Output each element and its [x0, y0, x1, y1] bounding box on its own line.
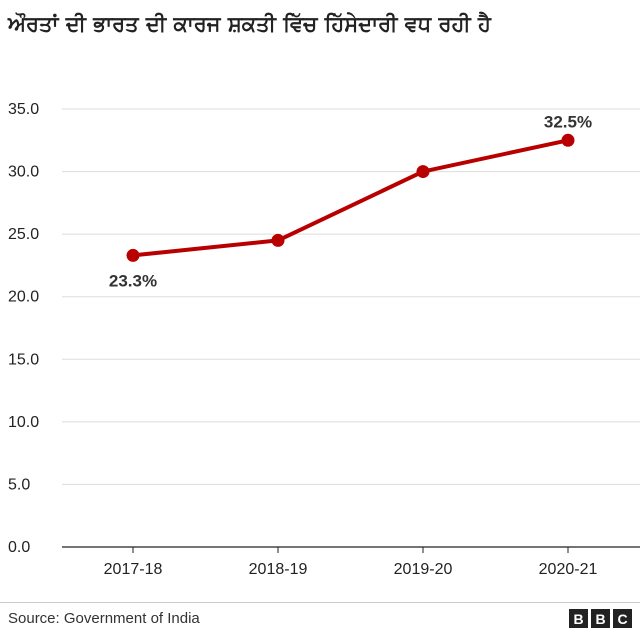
y-tick-label: 25.0 — [8, 226, 39, 243]
data-point — [561, 133, 575, 147]
footer-divider — [0, 602, 640, 603]
data-point — [271, 233, 285, 247]
x-tick-label: 2018-19 — [249, 561, 308, 578]
y-tick-label: 20.0 — [8, 289, 39, 306]
y-tick-label: 15.0 — [8, 351, 39, 368]
bbc-logo-letter: B — [569, 609, 588, 628]
x-tick-label: 2020-21 — [539, 561, 598, 578]
y-tick-label: 10.0 — [8, 414, 39, 431]
bbc-logo: B B C — [569, 609, 632, 628]
x-tick-label: 2017-18 — [104, 561, 163, 578]
bbc-logo-letter: B — [591, 609, 610, 628]
chart-title: ਔਰਤਾਂ ਦੀ ਭਾਰਤ ਦੀ ਕਾਰਜ ਸ਼ਕਤੀ ਵਿੱਚ ਹਿੱਸੇਦਾ… — [8, 12, 491, 36]
data-point — [126, 248, 140, 262]
y-tick-label: 0.0 — [8, 539, 30, 556]
data-point — [416, 165, 430, 179]
series-line — [131, 138, 570, 258]
data-label: 23.3% — [109, 271, 157, 290]
y-tick-label: 5.0 — [8, 476, 30, 493]
x-tick-label: 2019-20 — [394, 561, 453, 578]
source-note: Source: Government of India — [8, 610, 200, 627]
y-tick-label: 30.0 — [8, 164, 39, 181]
data-label: 32.5% — [544, 112, 592, 131]
bbc-logo-letter: C — [613, 609, 632, 628]
line-chart: 0.0 5.0 10.0 15.0 20.0 25.0 30.0 35.0 2017-18 201… — [8, 101, 640, 578]
y-tick-label: 35.0 — [8, 101, 39, 118]
